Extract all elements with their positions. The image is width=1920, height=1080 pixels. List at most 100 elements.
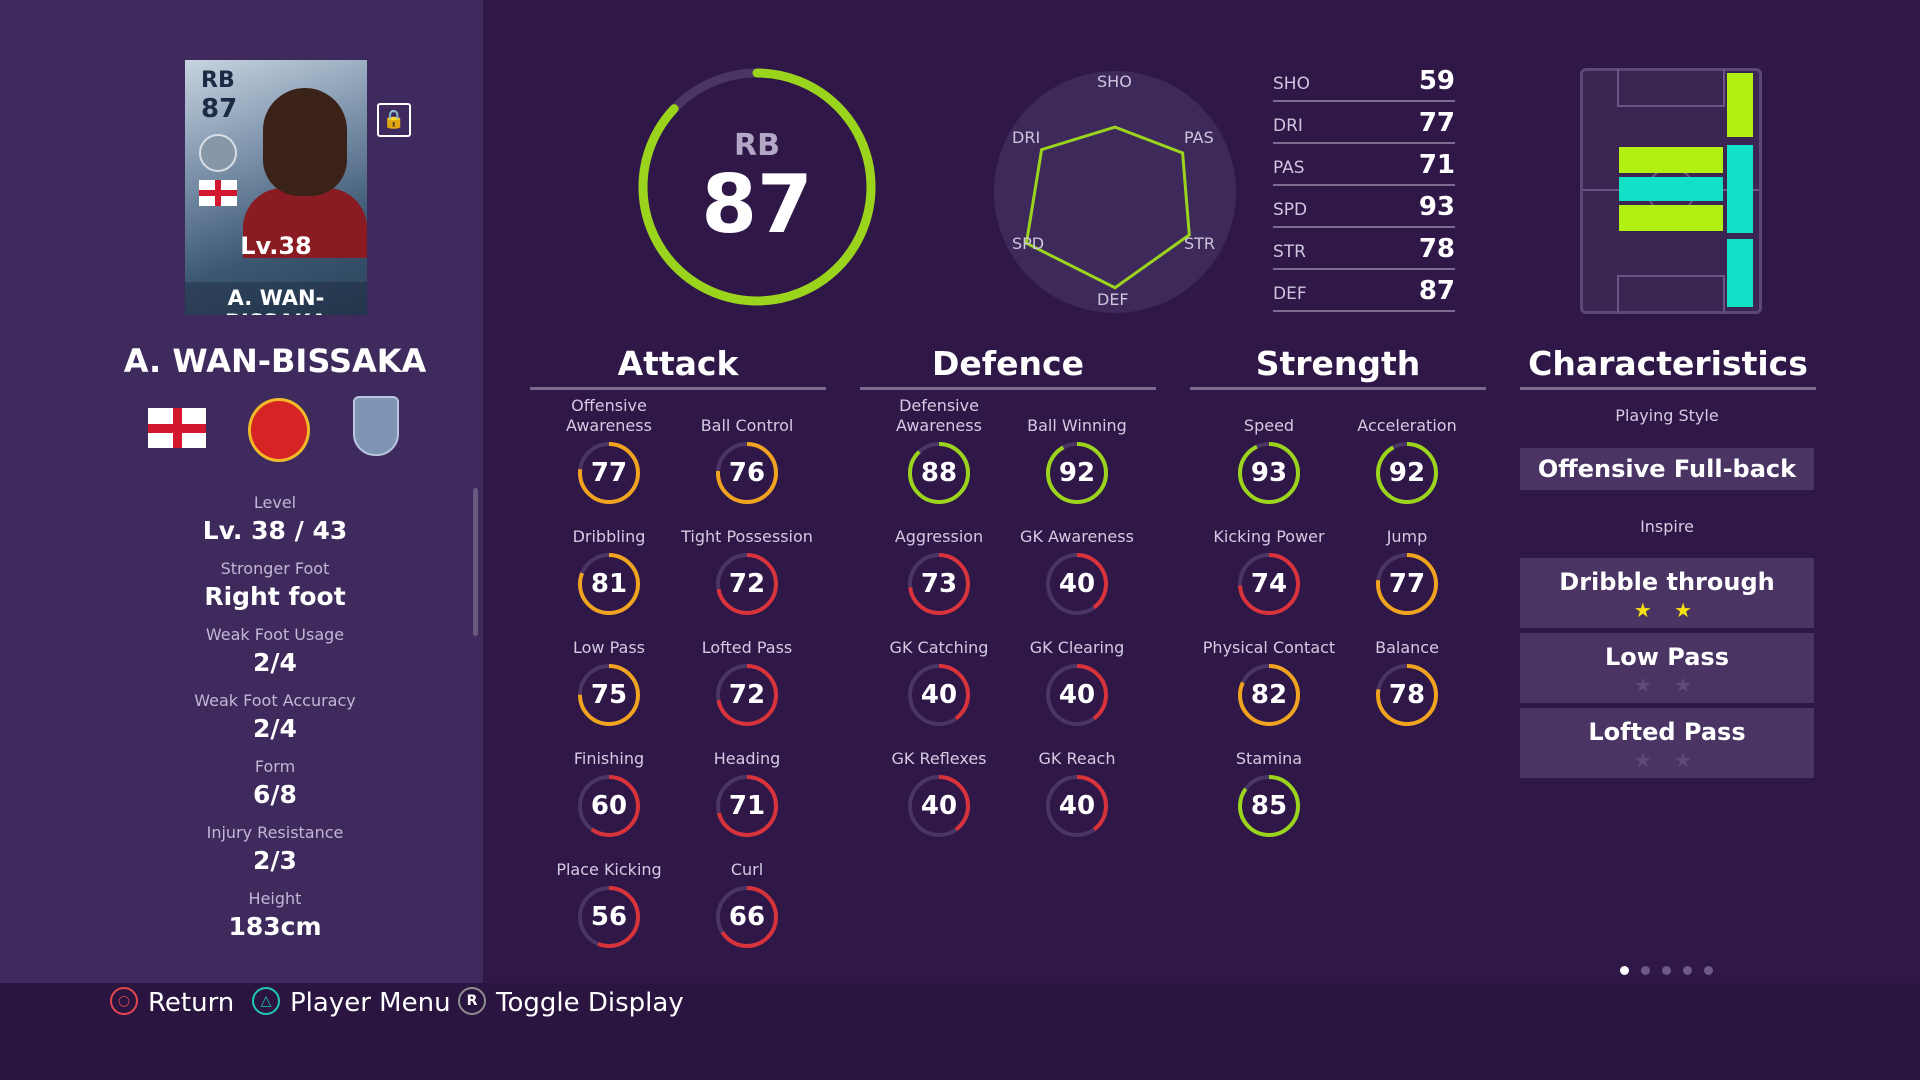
radar-label-def: DEF	[1097, 290, 1129, 309]
stat-gk-catching[interactable]: GK Catching 40	[869, 618, 1009, 728]
stat-aggression[interactable]: Aggression 73	[869, 507, 1009, 617]
stat-ring-arc	[716, 553, 778, 615]
page-dot[interactable]	[1662, 966, 1671, 975]
stat-finishing[interactable]: Finishing 60	[539, 729, 679, 839]
stat-ring-arc	[1238, 664, 1300, 726]
stat-gk-clearing[interactable]: GK Clearing 40	[1007, 618, 1147, 728]
stat-tight-possession[interactable]: Tight Possession 72	[677, 507, 817, 617]
stat-stamina[interactable]: Stamina 85	[1199, 729, 1339, 839]
stat-label: Kicking Power	[1213, 527, 1325, 546]
stat-value: 72	[728, 569, 766, 599]
page-dot[interactable]	[1683, 966, 1692, 975]
stat-acceleration[interactable]: Acceleration 92	[1337, 396, 1477, 506]
stat-curl[interactable]: Curl 66	[677, 840, 817, 950]
stat-value: 92	[1388, 458, 1426, 488]
stat-gk-reach[interactable]: GK Reach 40	[1007, 729, 1147, 839]
stat-ring-arc	[716, 664, 778, 726]
stat-label: Offensive Awareness	[566, 396, 652, 435]
stat-place-kicking[interactable]: Place Kicking 56	[539, 840, 679, 950]
card-position: RB	[201, 68, 235, 93]
stat-ring-arc	[578, 553, 640, 615]
stat-gk-awareness[interactable]: GK Awareness 40	[1007, 507, 1147, 617]
player-card[interactable]: RB 87 Lv.38 A. WAN-BISSAKA	[185, 60, 367, 315]
stat-ring: 77	[576, 440, 642, 506]
stat-ring-arc	[1376, 664, 1438, 726]
stat-value: 85	[1250, 791, 1288, 821]
stat-value: 40	[1058, 569, 1096, 599]
league-logo-icon	[353, 396, 399, 456]
stat-label: GK Awareness	[1020, 527, 1134, 546]
overall-position: RB	[734, 128, 780, 163]
stat-value: 66	[728, 902, 766, 932]
stat-ring: 40	[1044, 551, 1110, 617]
attribute-radar	[994, 71, 1236, 313]
stat-ring: 71	[714, 773, 780, 839]
stat-ball-winning[interactable]: Ball Winning 92	[1007, 396, 1147, 506]
return-button[interactable]: ○ Return	[110, 986, 234, 1018]
summary-dri: DRI 77	[1273, 108, 1455, 144]
stat-ring-arc	[1046, 775, 1108, 837]
scrollbar[interactable]	[473, 488, 478, 636]
stat-label: Jump	[1386, 527, 1428, 546]
position-zone	[1619, 147, 1723, 173]
stat-lofted-pass[interactable]: Lofted Pass 72	[677, 618, 817, 728]
stat-value: 56	[590, 902, 628, 932]
defence-underline	[860, 387, 1156, 390]
stat-label: Low Pass	[573, 638, 645, 657]
page-dot[interactable]	[1641, 966, 1650, 975]
inspire-name: Low Pass	[1604, 643, 1730, 671]
characteristics-underline	[1520, 387, 1816, 390]
stat-physical-contact[interactable]: Physical Contact 82	[1199, 618, 1339, 728]
stat-offensive-awareness[interactable]: Offensive Awareness 77	[539, 396, 679, 506]
stat-label: GK Clearing	[1029, 638, 1125, 657]
summary-key: PAS	[1273, 158, 1305, 178]
stat-heading[interactable]: Heading 71	[677, 729, 817, 839]
stat-label: Physical Contact	[1202, 638, 1336, 657]
stat-balance[interactable]: Balance 78	[1337, 618, 1477, 728]
player-name: A. WAN-BISSAKA	[123, 342, 427, 380]
stat-dribbling[interactable]: Dribbling 81	[539, 507, 679, 617]
stat-jump[interactable]: Jump 77	[1337, 507, 1477, 617]
radar-label-pas: PAS	[1184, 128, 1214, 147]
toggle-display-button[interactable]: R Toggle Display	[458, 986, 684, 1018]
stat-ball-control[interactable]: Ball Control 76	[677, 396, 817, 506]
stat-label: Tight Possession	[681, 527, 813, 546]
defence-header: Defence	[932, 344, 1084, 383]
stat-ring-arc	[578, 664, 640, 726]
radar-label-str: STR	[1184, 234, 1216, 253]
stat-value: 40	[1058, 680, 1096, 710]
stat-value: 40	[920, 791, 958, 821]
info-label: Form	[254, 757, 296, 776]
stat-value: 74	[1250, 569, 1288, 599]
lock-icon[interactable]: 🔒	[377, 103, 411, 137]
stat-gk-reflexes[interactable]: GK Reflexes 40	[869, 729, 1009, 839]
stat-speed[interactable]: Speed 93	[1199, 396, 1339, 506]
page-indicator	[1620, 960, 1725, 979]
player-menu-button[interactable]: △ Player Menu	[252, 986, 451, 1018]
summary-spd: SPD 93	[1273, 192, 1455, 228]
page-dot[interactable]	[1620, 966, 1629, 975]
inspire-item[interactable]: Dribble through ★ ★	[1520, 558, 1814, 628]
info-value: 2/4	[253, 648, 297, 677]
stat-ring: 85	[1236, 773, 1302, 839]
club-crest-icon	[248, 398, 310, 462]
page-dot[interactable]	[1704, 966, 1713, 975]
stat-low-pass[interactable]: Low Pass 75	[539, 618, 679, 728]
stat-ring-arc	[1376, 553, 1438, 615]
stat-ring-arc	[1238, 553, 1300, 615]
stat-ring: 66	[714, 884, 780, 950]
inspire-item[interactable]: Lofted Pass ★ ★	[1520, 708, 1814, 778]
summary-def: DEF 87	[1273, 276, 1455, 312]
stat-ring: 88	[906, 440, 972, 506]
card-player-name: A. WAN-BISSAKA	[185, 282, 367, 315]
playing-style-value[interactable]: Offensive Full-back	[1520, 448, 1814, 490]
stat-ring: 73	[906, 551, 972, 617]
stat-ring: 72	[714, 551, 780, 617]
stat-kicking-power[interactable]: Kicking Power 74	[1199, 507, 1339, 617]
stat-value: 73	[920, 569, 958, 599]
position-zone	[1727, 73, 1753, 137]
stat-defensive-awareness[interactable]: Defensive Awareness 88	[869, 396, 1009, 506]
inspire-item[interactable]: Low Pass ★ ★	[1520, 633, 1814, 703]
stat-value: 60	[590, 791, 628, 821]
stat-label: Curl	[730, 860, 764, 879]
